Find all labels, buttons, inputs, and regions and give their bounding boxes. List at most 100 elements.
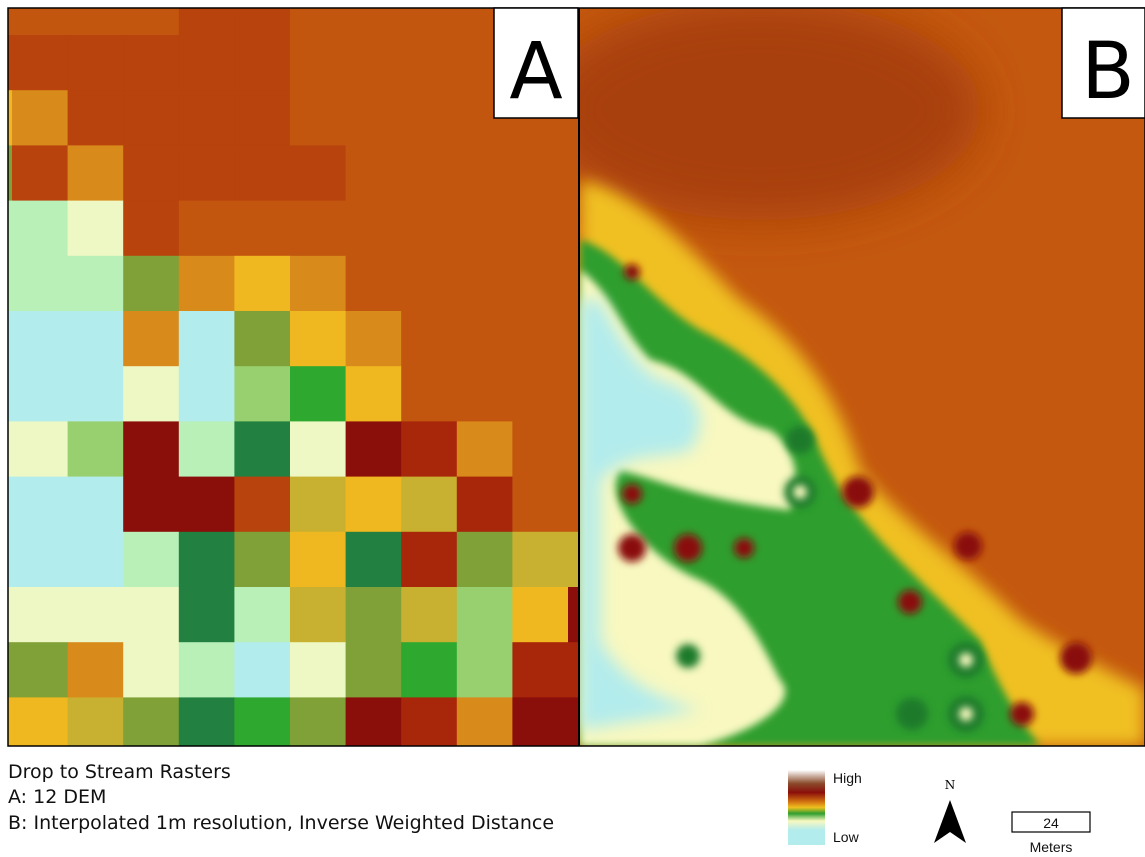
raster-cell	[457, 477, 513, 533]
raster-cell	[457, 145, 513, 201]
raster-cell	[179, 366, 235, 422]
raster-cell	[68, 421, 124, 477]
raster-cell	[12, 145, 68, 201]
raster-cell	[290, 366, 346, 422]
caption-line: B: Interpolated 1m resolution, Inverse W…	[8, 812, 554, 834]
raster-cell	[290, 697, 346, 753]
legend-ramp	[788, 770, 825, 845]
raster-cell	[457, 421, 513, 477]
raster-cell	[346, 642, 402, 698]
raster-cell	[401, 90, 457, 146]
raster-cell	[0, 421, 13, 477]
raster-cell	[123, 256, 179, 312]
raster-cell	[512, 477, 568, 533]
raster-cell	[0, 697, 13, 753]
raster-cell	[12, 697, 68, 753]
raster-cell	[346, 311, 402, 367]
north-label: N	[945, 778, 956, 792]
raster-cell	[179, 35, 235, 91]
raster-cell	[234, 35, 290, 91]
raster-cell	[179, 642, 235, 698]
raster-cell	[68, 311, 124, 367]
caption-line: A: 12 DEM	[8, 786, 106, 808]
raster-cell	[12, 366, 68, 422]
raster-cell	[234, 145, 290, 201]
raster-cell	[0, 642, 13, 698]
raster-cell	[123, 145, 179, 201]
raster-cell	[346, 201, 402, 257]
raster-cell	[457, 697, 513, 753]
raster-cell	[346, 145, 402, 201]
raster-cell	[12, 587, 68, 643]
raster-cell	[512, 256, 568, 312]
raster-cell	[512, 697, 568, 753]
raster-cell	[12, 256, 68, 312]
raster-cell	[234, 256, 290, 312]
raster-cell	[0, 587, 13, 643]
raster-cell	[512, 145, 568, 201]
raster-cell	[0, 201, 13, 257]
raster-cell	[457, 256, 513, 312]
raster-cell	[401, 642, 457, 698]
raster-cell	[123, 697, 179, 753]
raster-cell	[346, 366, 402, 422]
raster-cell	[346, 256, 402, 312]
raster-cell	[123, 311, 179, 367]
raster-cell	[401, 311, 457, 367]
raster-cell	[179, 201, 235, 257]
raster-cell	[346, 35, 402, 91]
raster-cell	[68, 35, 124, 91]
raster-cell	[512, 642, 568, 698]
raster-cell	[0, 256, 13, 312]
raster-cell	[234, 421, 290, 477]
raster-cell	[401, 0, 457, 36]
raster-cell	[179, 90, 235, 146]
raster-cell	[179, 0, 235, 36]
raster-cell	[457, 311, 513, 367]
raster-cell	[512, 587, 568, 643]
raster-cell	[234, 697, 290, 753]
raster-cell	[123, 642, 179, 698]
raster-cell	[12, 35, 68, 91]
raster-cell	[346, 532, 402, 588]
raster-cell	[290, 311, 346, 367]
raster-cell	[346, 697, 402, 753]
raster-cell	[12, 421, 68, 477]
raster-cell	[0, 532, 13, 588]
raster-cell	[234, 477, 290, 533]
raster-cell	[346, 0, 402, 36]
raster-cell	[68, 697, 124, 753]
raster-cell	[346, 587, 402, 643]
raster-cell	[290, 421, 346, 477]
raster-cell	[401, 201, 457, 257]
raster-cell	[290, 145, 346, 201]
raster-cell	[512, 532, 568, 588]
raster-b	[540, 0, 1145, 746]
raster-cell	[457, 587, 513, 643]
raster-cell	[68, 366, 124, 422]
raster-cell	[0, 35, 13, 91]
raster-cell	[0, 90, 13, 146]
raster-cell	[512, 201, 568, 257]
raster-cell	[68, 90, 124, 146]
raster-cell	[290, 642, 346, 698]
raster-cell	[0, 145, 13, 201]
raster-cell	[290, 256, 346, 312]
legend-low: Low	[833, 829, 860, 845]
raster-cell	[290, 201, 346, 257]
raster-cell	[457, 366, 513, 422]
raster-cell	[123, 35, 179, 91]
raster-cell	[12, 532, 68, 588]
raster-cell	[290, 35, 346, 91]
raster-cell	[457, 201, 513, 257]
legend-high: High	[833, 770, 862, 786]
raster-cell	[123, 366, 179, 422]
raster-cell	[512, 366, 568, 422]
raster-cell	[401, 366, 457, 422]
raster-cell	[12, 477, 68, 533]
raster-cell	[346, 90, 402, 146]
raster-cell	[68, 477, 124, 533]
raster-cell	[234, 201, 290, 257]
raster-cell	[123, 477, 179, 533]
raster-cell	[179, 697, 235, 753]
